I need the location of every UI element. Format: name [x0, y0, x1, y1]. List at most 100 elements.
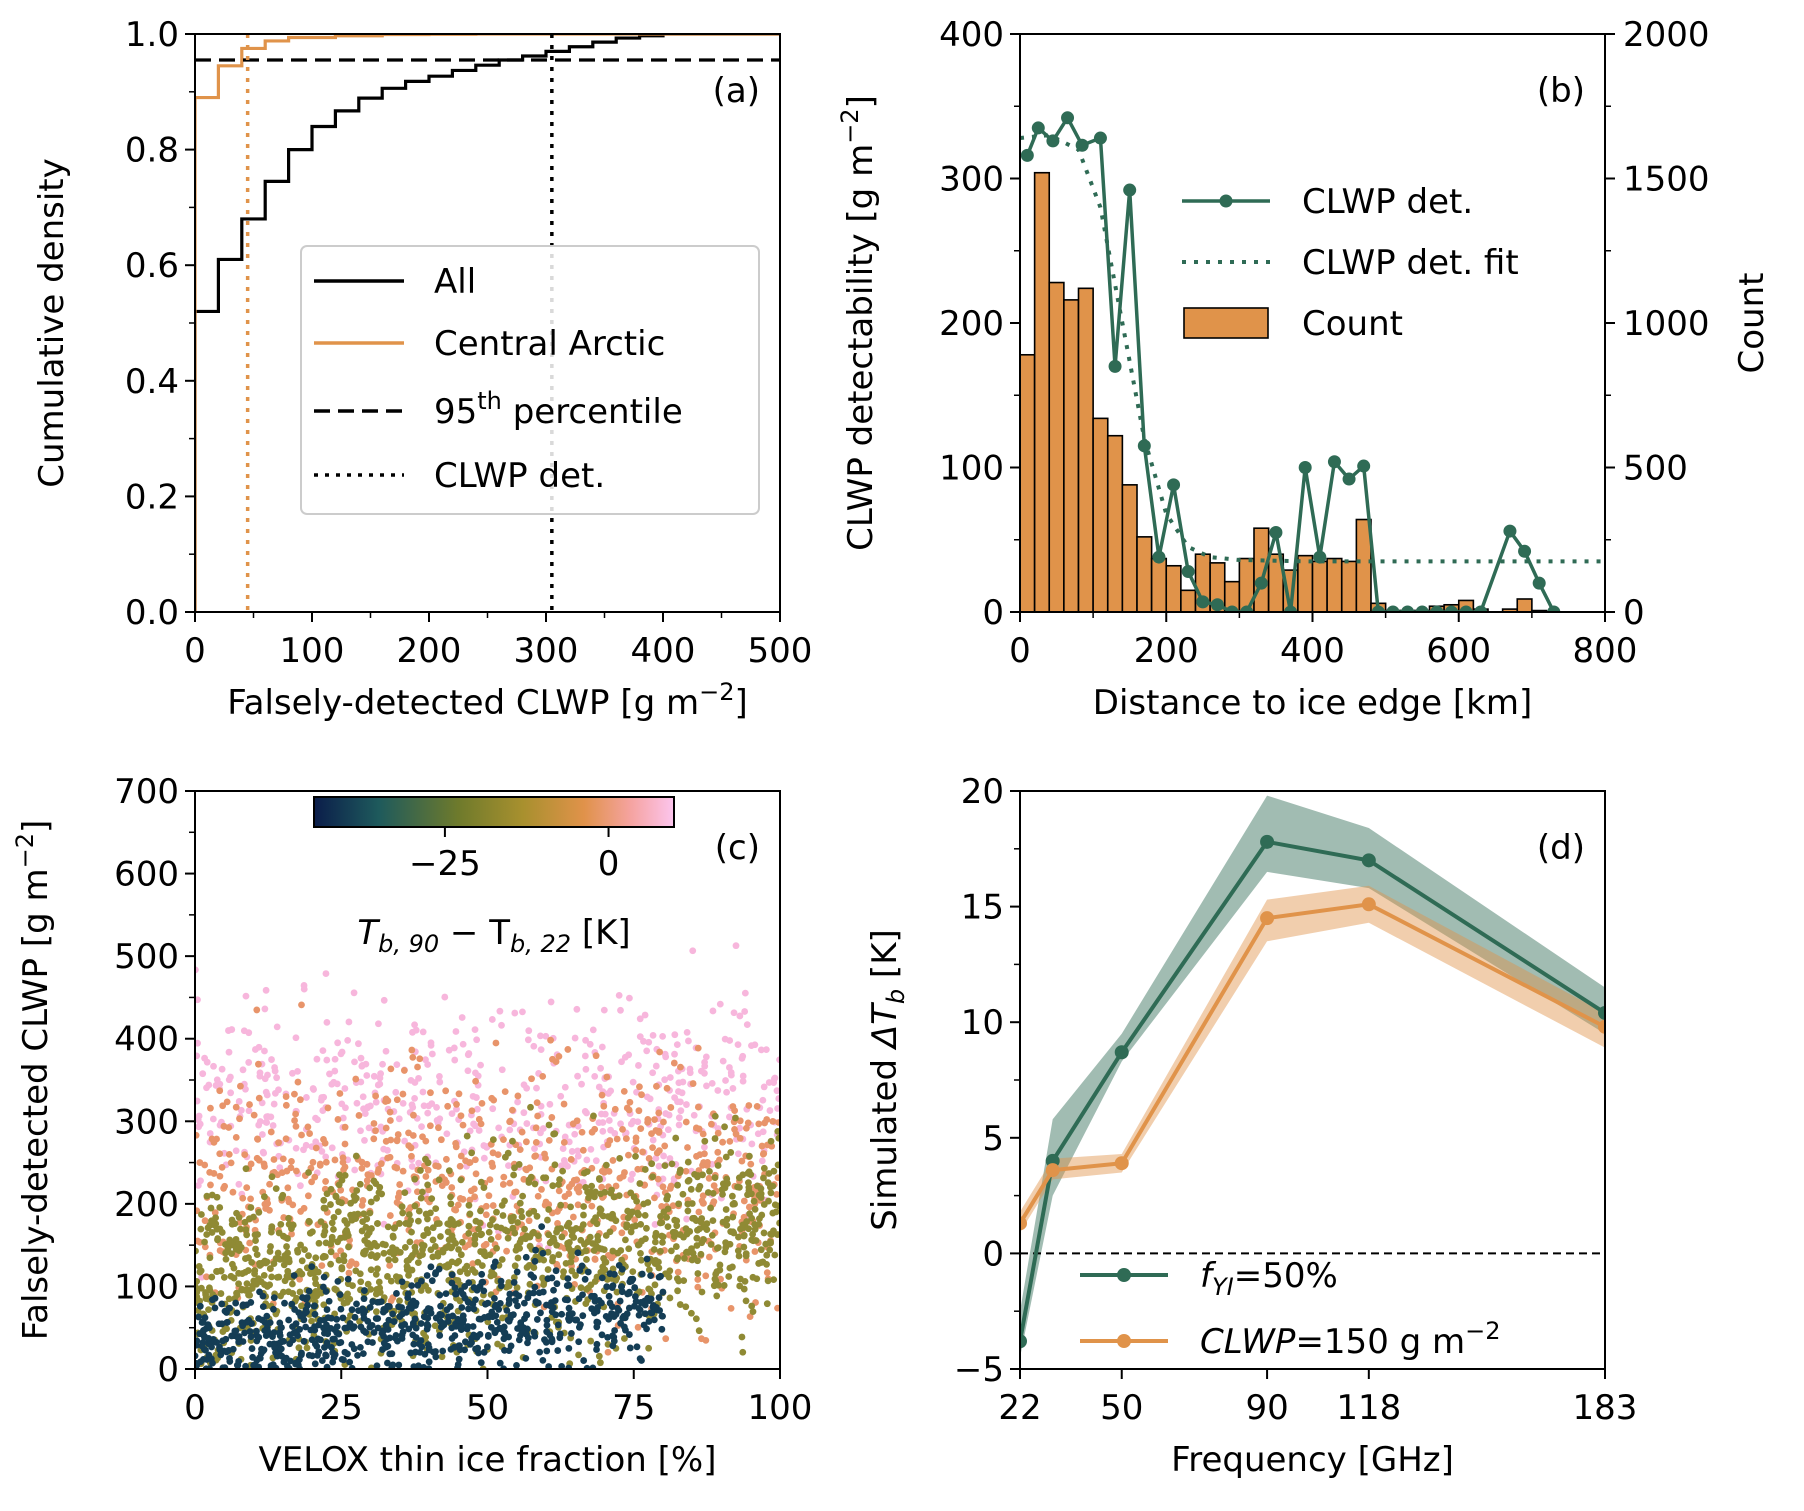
scatter-point	[217, 1267, 225, 1275]
scatter-point	[524, 1036, 532, 1044]
scatter-point	[576, 1267, 584, 1274]
scatter-point	[646, 1095, 654, 1103]
scatter-point	[469, 1300, 477, 1308]
scatter-point	[744, 1169, 752, 1177]
scatter-point	[270, 1156, 278, 1163]
clwp-det-point	[1181, 565, 1195, 579]
scatter-point	[334, 1208, 342, 1216]
scatter-point	[521, 1225, 528, 1233]
scatter-point	[514, 1098, 522, 1106]
scatter-point	[401, 1243, 409, 1251]
scatter-point	[618, 1256, 626, 1264]
scatter-point	[637, 1221, 645, 1228]
scatter-point	[405, 1129, 412, 1137]
scatter-point	[448, 1110, 456, 1118]
scatter-point	[205, 1335, 213, 1342]
scatter-point	[525, 1217, 533, 1225]
scatter-point	[438, 1311, 445, 1319]
scatter-point	[302, 1306, 310, 1314]
scatter-point	[629, 1170, 636, 1178]
scatter-point	[511, 1009, 519, 1017]
panel-a-xtick-label: 0	[184, 631, 206, 671]
scatter-point	[745, 1203, 753, 1211]
scatter-point	[650, 1316, 658, 1324]
scatter-point	[696, 1225, 703, 1233]
scatter-point	[489, 1105, 497, 1113]
scatter-point	[225, 1295, 233, 1303]
scatter-point	[544, 1248, 552, 1256]
scatter-point	[632, 1146, 640, 1154]
clwp-det-point	[1327, 455, 1341, 469]
scatter-point	[386, 1117, 394, 1124]
scatter-point	[334, 1039, 342, 1047]
scatter-point	[386, 1350, 394, 1358]
scatter-point	[436, 1332, 444, 1339]
scatter-point	[322, 1153, 330, 1161]
scatter-point	[377, 1160, 385, 1168]
scatter-point	[595, 1083, 603, 1091]
scatter-point	[469, 1092, 477, 1100]
scatter-point	[588, 1202, 596, 1210]
scatter-point	[620, 1087, 628, 1095]
scatter-point	[611, 1105, 619, 1113]
scatter-point	[353, 1187, 361, 1194]
scatter-point	[376, 1183, 384, 1191]
scatter-point	[195, 1237, 201, 1245]
legend-sup: −2	[1465, 1317, 1500, 1345]
scatter-point	[457, 1152, 465, 1160]
scatter-point	[491, 1295, 498, 1302]
scatter-point	[428, 1100, 436, 1108]
scatter-point	[466, 1196, 474, 1204]
panel-c-xlabel: VELOX thin ice fraction [%]	[259, 1440, 717, 1480]
scatter-point	[375, 1166, 382, 1173]
scatter-point	[574, 1201, 582, 1209]
legend-swatch-count	[1183, 307, 1269, 339]
scatter-point	[532, 1246, 539, 1254]
scatter-point	[748, 1190, 755, 1198]
scatter-point	[285, 1316, 293, 1324]
scatter-point	[569, 1213, 577, 1221]
scatter-point	[330, 1078, 338, 1086]
scatter-point	[323, 1363, 331, 1369]
scatter-point	[698, 1335, 705, 1343]
scatter-point	[591, 1072, 599, 1080]
scatter-point	[636, 1015, 644, 1023]
panel-c-xtick-label: 25	[320, 1388, 363, 1428]
scatter-point	[398, 1310, 406, 1318]
fyi-point	[1020, 1334, 1027, 1349]
scatter-point	[493, 1244, 500, 1252]
scatter-point	[382, 1241, 389, 1249]
scatter-point	[671, 1031, 679, 1039]
scatter-point	[297, 1241, 304, 1249]
scatter-point	[700, 1143, 708, 1151]
panel-d-legend-label: CLWP=150 g m−2	[1200, 1317, 1501, 1362]
count-bar	[1340, 560, 1358, 612]
scatter-point	[296, 1096, 304, 1104]
scatter-point	[197, 1284, 205, 1292]
scatter-point	[424, 1166, 432, 1174]
scatter-point	[687, 1309, 695, 1317]
scatter-point	[577, 1236, 585, 1244]
scatter-point	[615, 991, 623, 999]
scatter-point	[340, 1252, 348, 1260]
scatter-point	[753, 1182, 761, 1190]
scatter-point	[743, 1218, 751, 1225]
clwp-det-point	[1547, 605, 1561, 612]
scatter-point	[694, 1276, 702, 1283]
scatter-point	[222, 1255, 230, 1263]
scatter-point	[501, 1346, 508, 1354]
legend-percentile: percentile	[502, 392, 683, 432]
scatter-point	[410, 1111, 417, 1119]
scatter-point	[751, 1205, 759, 1213]
scatter-point	[441, 993, 449, 1001]
scatter-point	[336, 1171, 343, 1179]
scatter-point	[256, 1118, 264, 1125]
scatter-point	[408, 1228, 415, 1236]
clwp-point	[1045, 1163, 1060, 1178]
scatter-point	[286, 1331, 294, 1339]
scatter-point	[310, 1302, 318, 1310]
scatter-point	[427, 1089, 434, 1097]
scatter-point	[368, 1251, 376, 1258]
scatter-point	[228, 1026, 236, 1033]
scatter-point	[348, 1306, 356, 1314]
